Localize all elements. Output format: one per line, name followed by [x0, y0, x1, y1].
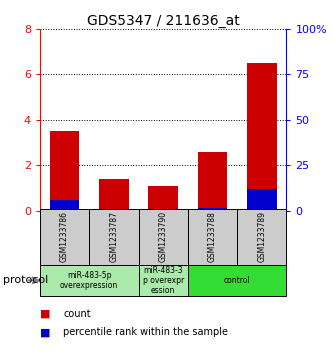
Text: ■: ■ [40, 327, 51, 337]
Bar [198, 152, 227, 211]
Text: count: count [63, 309, 91, 319]
Bar [139, 265, 188, 296]
Bar [40, 209, 89, 265]
Text: miR-483-5p
overexpression: miR-483-5p overexpression [60, 271, 118, 290]
Text: GSM1233787: GSM1233787 [109, 211, 119, 262]
Bar [198, 208, 227, 211]
Text: GSM1233788: GSM1233788 [208, 211, 217, 262]
Bar [247, 63, 276, 211]
Bar [188, 209, 237, 265]
Text: protocol: protocol [3, 275, 49, 285]
Bar [149, 209, 178, 211]
Text: ■: ■ [40, 309, 51, 319]
Bar [50, 200, 79, 211]
Text: GSM1233786: GSM1233786 [60, 211, 69, 262]
Bar [237, 209, 286, 265]
Text: miR-483-3
p overexpr
ession: miR-483-3 p overexpr ession [143, 265, 184, 295]
Text: percentile rank within the sample: percentile rank within the sample [63, 327, 228, 337]
Bar [149, 185, 178, 211]
Bar [40, 265, 139, 296]
Bar [188, 265, 286, 296]
Bar [99, 209, 129, 211]
Bar [139, 209, 188, 265]
Bar [99, 179, 129, 211]
Text: GSM1233790: GSM1233790 [159, 211, 168, 262]
Bar [247, 189, 276, 211]
Bar [89, 209, 139, 265]
Text: GSM1233789: GSM1233789 [257, 211, 266, 262]
Text: control: control [224, 276, 250, 285]
Bar [50, 131, 79, 211]
Title: GDS5347 / 211636_at: GDS5347 / 211636_at [87, 14, 239, 28]
